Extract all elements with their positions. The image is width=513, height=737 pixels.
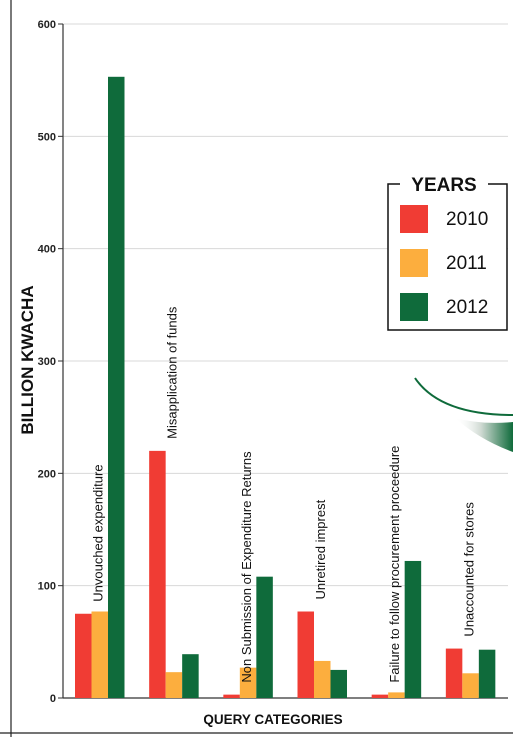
legend-label-2012: 2012: [446, 297, 488, 318]
bar-2011-4: [388, 692, 405, 698]
y-tick-label: 200: [38, 468, 56, 480]
bar-2011-0: [91, 611, 108, 698]
bars: [75, 76, 496, 698]
legend-swatch-2011: [400, 249, 428, 277]
bar-2010-0: [75, 613, 92, 698]
bar-2012-5: [478, 649, 496, 698]
bar-2010-2: [223, 694, 240, 698]
x-axis-label: QUERY CATEGORIES: [203, 712, 342, 727]
bar-2011-2: [239, 667, 257, 698]
category-label: Unaccounted for stores: [461, 502, 476, 637]
bar-2012-4: [404, 560, 422, 698]
y-tick-label: 600: [38, 19, 56, 31]
category-label: Failure to follow procurement proceedure: [387, 446, 402, 683]
legend-label-2010: 2010: [446, 209, 488, 230]
bar-2010-5: [445, 648, 463, 698]
bar-2011-5: [462, 673, 479, 698]
category-label: Unretired imprest: [313, 499, 328, 599]
y-tick-label: 400: [38, 244, 56, 256]
bar-2010-4: [371, 694, 389, 698]
gridlines: [63, 23, 508, 587]
legend-label-2011: 2011: [446, 253, 487, 274]
legend-swatch-2012: [400, 293, 428, 321]
bar-2012-1: [182, 654, 199, 698]
legend-title: YEARS: [411, 175, 476, 196]
y-tick-label: 0: [50, 693, 56, 705]
y-tick-label: 100: [38, 581, 56, 593]
bar-2012-0: [108, 76, 125, 698]
category-label: Non Submission of Expenditure Returns: [239, 451, 254, 683]
bar-2012-2: [256, 576, 273, 698]
y-axis-label: BILLION KWACHA: [18, 285, 37, 434]
bar-2010-1: [149, 450, 166, 698]
y-tick-label: 300: [38, 356, 56, 368]
bar-2012-3: [330, 669, 347, 698]
bar-2011-1: [165, 672, 183, 698]
swoosh-decoration: [414, 377, 513, 452]
category-label: Unvouched expenditure: [91, 464, 106, 601]
bar-2011-3: [314, 660, 331, 698]
category-labels: Unvouched expenditure Misapplication of f…: [91, 306, 477, 683]
bar-2010-3: [297, 611, 314, 698]
category-label: Misapplication of funds: [165, 306, 180, 439]
axes: 0 100 200 300 400 500 600: [38, 19, 508, 705]
legend: YEARS 2010 2011 2012: [387, 174, 508, 331]
y-tick-label: 500: [38, 131, 56, 143]
legend-swatch-2010: [400, 205, 428, 233]
